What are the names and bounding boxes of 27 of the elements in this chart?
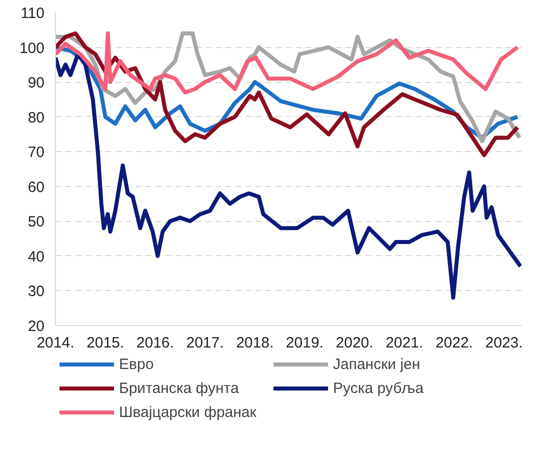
x-tick-label: 2023. xyxy=(485,334,523,352)
y-tick-label: 110 xyxy=(20,5,45,22)
x-tick-label: 2018. xyxy=(236,334,274,352)
y-tick-label: 20 xyxy=(28,318,45,335)
x-tick-label: 2015. xyxy=(86,334,124,352)
x-tick-label: 2020. xyxy=(336,334,374,352)
y-tick-label: 70 xyxy=(28,144,45,162)
y-tick-label: 30 xyxy=(28,283,45,300)
legend-label: Швајцарски франак xyxy=(119,404,258,420)
y-tick-label: 60 xyxy=(28,178,45,196)
line-series xyxy=(56,31,520,94)
x-tick-label: 2017. xyxy=(186,334,224,352)
legend-label: Јапански јен xyxy=(333,356,422,372)
y-tick-label: 50 xyxy=(28,214,45,231)
x-tick-label: 2022. xyxy=(435,334,473,352)
y-tick-label: 90 xyxy=(28,74,45,92)
legend-label: Британска фунта xyxy=(119,380,240,396)
y-tick-label: 80 xyxy=(28,109,45,126)
legend-label: Евро xyxy=(119,356,155,372)
x-tick-label: 2019. xyxy=(286,334,324,352)
x-tick-label: 2016. xyxy=(136,334,174,352)
y-tick-label: 100 xyxy=(19,40,45,57)
line-series xyxy=(56,52,522,300)
legend-label: Руска рубља xyxy=(333,380,425,396)
y-tick-label: 40 xyxy=(28,248,45,266)
x-tick-label: 2021. xyxy=(386,334,424,352)
x-tick-label: 2014. xyxy=(36,334,74,352)
